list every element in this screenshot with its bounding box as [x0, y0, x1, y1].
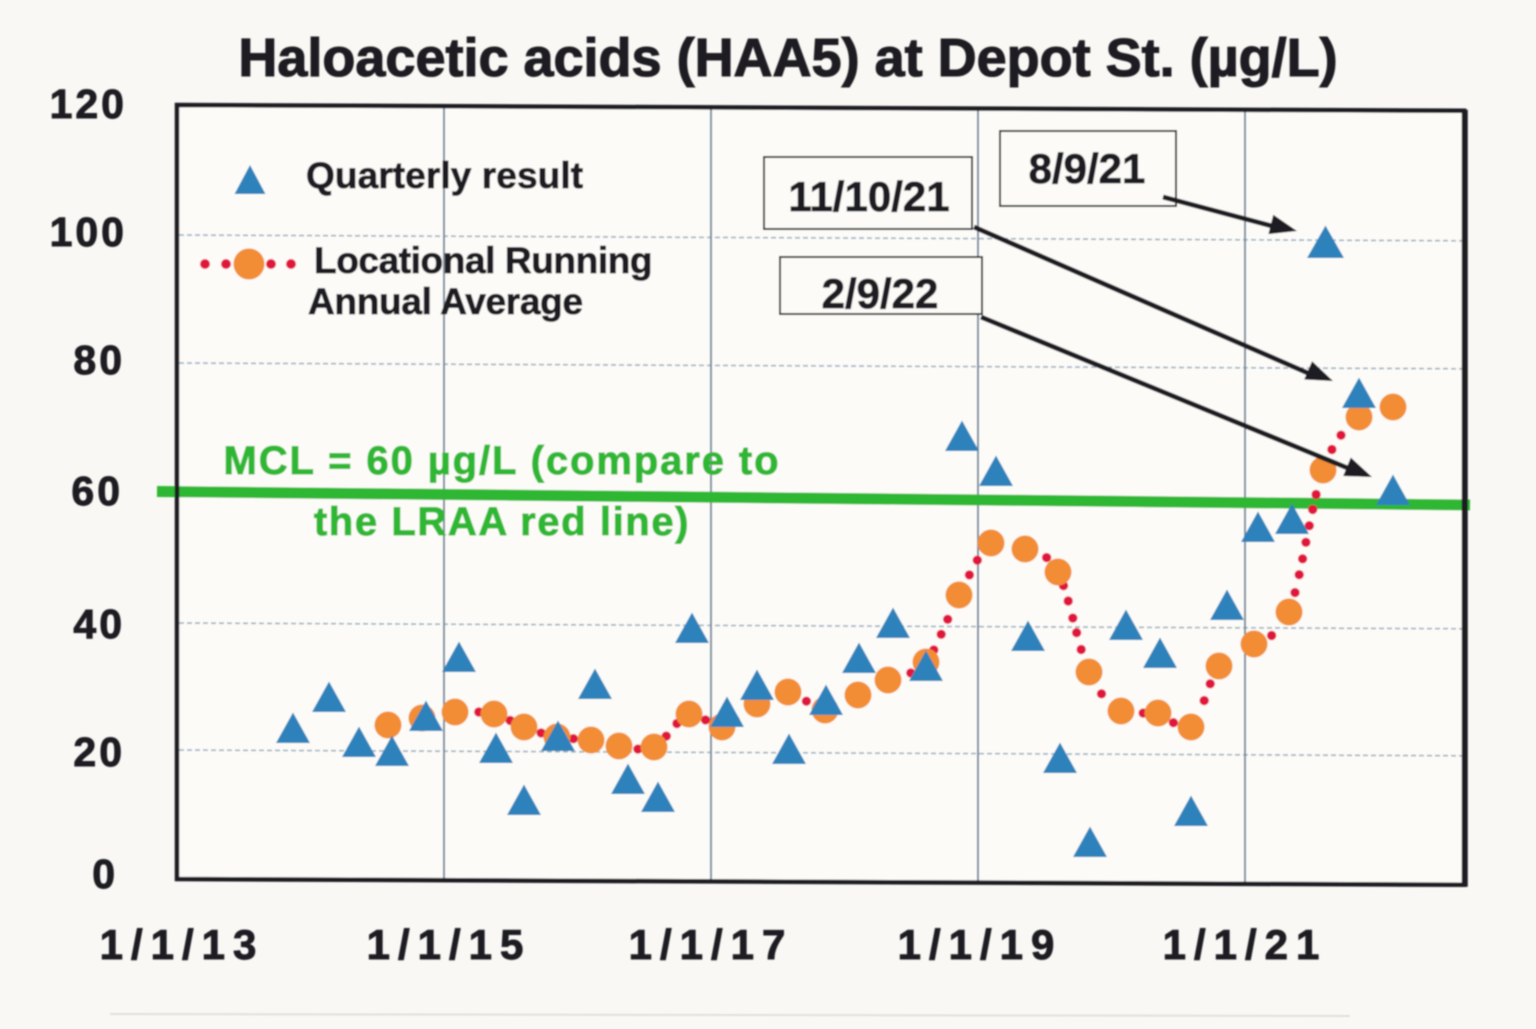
svg-text:Annual Average: Annual Average [308, 281, 583, 322]
svg-text:MCL = 60 µg/L (compare to: MCL = 60 µg/L (compare to [224, 439, 781, 483]
svg-text:8/9/21: 8/9/21 [1029, 145, 1146, 192]
svg-text:11/10/21: 11/10/21 [788, 173, 949, 220]
svg-text:60: 60 [71, 468, 123, 514]
svg-text:40: 40 [73, 601, 125, 647]
svg-text:Quarterly result: Quarterly result [306, 155, 583, 196]
svg-text:1/1/21: 1/1/21 [1163, 921, 1328, 968]
svg-text:1/1/17: 1/1/17 [629, 921, 794, 968]
svg-text:20: 20 [73, 729, 125, 775]
svg-text:100: 100 [50, 209, 127, 255]
svg-text:1/1/15: 1/1/15 [367, 921, 532, 968]
svg-text:2/9/22: 2/9/22 [822, 270, 939, 317]
svg-text:Haloacetic acids (HAA5) at Dep: Haloacetic acids (HAA5) at Depot St. (µg… [238, 28, 1337, 88]
svg-text:0: 0 [92, 851, 118, 897]
svg-text:120: 120 [50, 81, 127, 127]
svg-text:80: 80 [73, 337, 125, 383]
svg-text:Locational Running: Locational Running [314, 240, 652, 281]
svg-text:1/1/13: 1/1/13 [100, 921, 265, 968]
svg-text:the LRAA red line): the LRAA red line) [314, 500, 690, 544]
svg-text:1/1/19: 1/1/19 [898, 921, 1063, 968]
